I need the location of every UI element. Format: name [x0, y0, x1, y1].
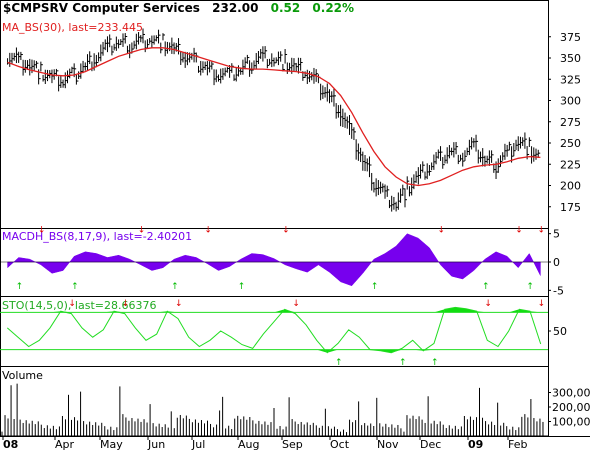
macd-panel: ↑ ↓ ↑ ↓ ↑ ↓ ↑ ↓ ↑ ↓ ↑ ↓ ↑ ↓ [0, 226, 548, 292]
sto-legend: STO(14,5,0), last=28.66376 [2, 299, 156, 312]
volume-tick-label: 200,000 [552, 401, 590, 414]
ma-line [7, 47, 541, 187]
sell-arrow: ↓ [515, 226, 523, 236]
macd-tick-label: 5 [553, 228, 560, 241]
x-tick-label: Aug [238, 438, 259, 450]
sell-arrow: ↓ [204, 226, 212, 236]
price-change: 0.52 [271, 1, 301, 15]
panel-frames [0, 0, 590, 437]
price-change-pct: 0.22% [312, 1, 354, 15]
ma-legend: MA_BS(30), last=233.445 [2, 21, 143, 34]
sell-arrow: ↓ [68, 299, 76, 309]
price-tick-label: 350 [560, 52, 581, 65]
buy-arrow: ↑ [335, 358, 343, 368]
volume-legend: Volume [2, 369, 43, 382]
buy-arrow: ↑ [399, 358, 407, 368]
buy-arrow: ↑ [171, 282, 179, 292]
buy-arrow: ↑ [482, 282, 490, 292]
macd-tick-label: 0 [553, 256, 560, 269]
x-tick-label: 08 [3, 438, 18, 450]
sell-arrow: ↓ [282, 226, 290, 236]
buy-arrow: ↑ [71, 282, 79, 292]
buy-arrow: ↑ [526, 282, 534, 292]
buy-arrow: ↑ [16, 282, 24, 292]
price-tick-label: 275 [560, 116, 581, 129]
sell-arrow: ↓ [122, 299, 130, 309]
price-tick-label: 175 [560, 201, 581, 214]
x-tick-label: Sep [282, 438, 303, 450]
price-tick-label: 200 [560, 180, 581, 193]
x-tick-label: Jul [191, 438, 205, 450]
x-tick-label: Dec [420, 438, 441, 450]
sell-arrow: ↓ [38, 226, 46, 236]
price-panel [7, 28, 541, 212]
x-tick-label: Oct [330, 438, 350, 450]
last-price: 232.00 [212, 1, 258, 15]
sell-arrow: ↓ [438, 226, 446, 236]
x-tick-label: 09 [468, 438, 483, 450]
sell-arrow: ↓ [537, 226, 545, 236]
chart-header: $CMPSRV Computer Services 232.00 0.52 0.… [3, 1, 354, 15]
volume-tick-label: 100,000 [552, 416, 590, 429]
sell-arrow: ↓ [292, 299, 300, 309]
x-tick-label: Feb [508, 438, 527, 450]
price-tick-label: 300 [560, 95, 581, 108]
sto-tick-label: 50 [553, 325, 567, 338]
price-tick-label: 325 [560, 73, 581, 86]
macd-tick-label: -5 [553, 284, 564, 297]
x-tick-label: Jun [147, 438, 165, 450]
axes: 175 200 225 250 275 300 325 350 375 -5 0 5 50 100,000… [2, 31, 590, 450]
volume-panel [1, 383, 544, 436]
buy-arrow: ↑ [371, 282, 379, 292]
stochastic-panel: ↓ ↓ ↓ ↓ ↑ ↑ ↑ ↓ ↓ [0, 299, 548, 368]
macd-legend: MACDH_BS(8,17,9), last=-2.40201 [2, 230, 192, 243]
sell-arrow: ↓ [138, 226, 146, 236]
sell-arrow: ↓ [175, 299, 183, 309]
sell-arrow: ↓ [538, 299, 546, 309]
price-tick-label: 250 [560, 137, 581, 150]
sto-line [6, 306, 542, 354]
symbol-label: $CMPSRV Computer Services [3, 1, 200, 15]
price-tick-label: 225 [560, 158, 581, 171]
buy-arrow: ↑ [431, 358, 439, 368]
buy-arrow: ↑ [238, 282, 246, 292]
x-tick-label: Apr [55, 438, 75, 450]
x-tick-label: Nov [377, 438, 399, 450]
sell-arrow: ↓ [484, 299, 492, 309]
price-tick-label: 375 [560, 31, 581, 44]
ma-legend-text: MA_BS(30), last=233.445 [2, 21, 143, 34]
volume-tick-label: 300,000 [552, 387, 590, 400]
x-tick-label: May [100, 438, 123, 450]
